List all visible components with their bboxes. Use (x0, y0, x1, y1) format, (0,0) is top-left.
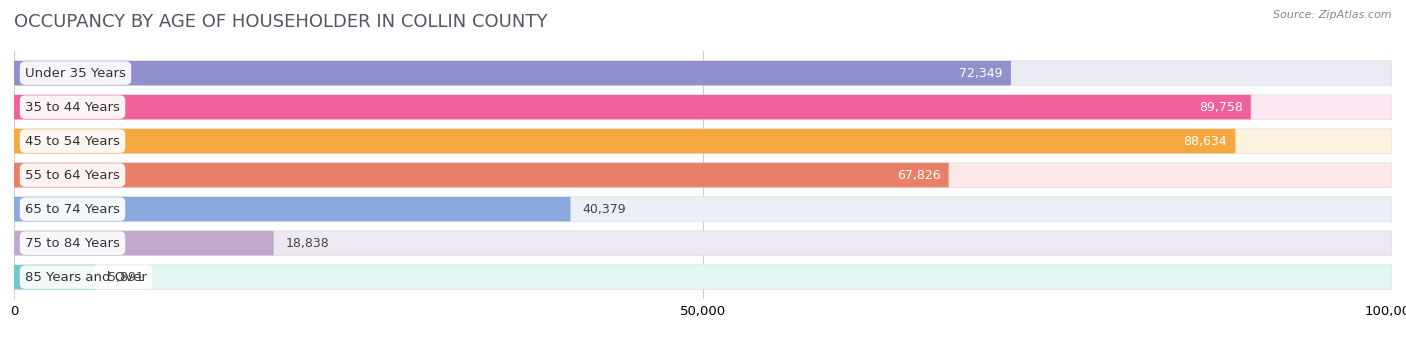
Text: Source: ZipAtlas.com: Source: ZipAtlas.com (1274, 10, 1392, 20)
Text: 72,349: 72,349 (959, 67, 1002, 80)
Text: 40,379: 40,379 (583, 203, 627, 216)
Text: 89,758: 89,758 (1199, 101, 1243, 114)
Text: 18,838: 18,838 (285, 237, 330, 250)
FancyBboxPatch shape (14, 265, 96, 289)
FancyBboxPatch shape (14, 197, 571, 221)
FancyBboxPatch shape (14, 95, 1251, 119)
FancyBboxPatch shape (14, 197, 1392, 221)
Text: Under 35 Years: Under 35 Years (25, 67, 127, 80)
FancyBboxPatch shape (14, 95, 1392, 119)
FancyBboxPatch shape (14, 61, 1011, 85)
Text: 85 Years and Over: 85 Years and Over (25, 271, 148, 284)
Text: 67,826: 67,826 (897, 169, 941, 182)
Text: 35 to 44 Years: 35 to 44 Years (25, 101, 120, 114)
Text: 88,634: 88,634 (1184, 135, 1227, 148)
FancyBboxPatch shape (14, 129, 1392, 153)
Text: 5,891: 5,891 (108, 271, 143, 284)
Text: 45 to 54 Years: 45 to 54 Years (25, 135, 120, 148)
Text: 75 to 84 Years: 75 to 84 Years (25, 237, 120, 250)
Text: 65 to 74 Years: 65 to 74 Years (25, 203, 120, 216)
FancyBboxPatch shape (14, 129, 1236, 153)
FancyBboxPatch shape (14, 163, 1392, 187)
FancyBboxPatch shape (14, 163, 949, 187)
FancyBboxPatch shape (14, 265, 1392, 289)
FancyBboxPatch shape (14, 61, 1392, 85)
FancyBboxPatch shape (14, 231, 1392, 255)
FancyBboxPatch shape (14, 231, 274, 255)
Text: OCCUPANCY BY AGE OF HOUSEHOLDER IN COLLIN COUNTY: OCCUPANCY BY AGE OF HOUSEHOLDER IN COLLI… (14, 13, 547, 31)
Text: 55 to 64 Years: 55 to 64 Years (25, 169, 120, 182)
